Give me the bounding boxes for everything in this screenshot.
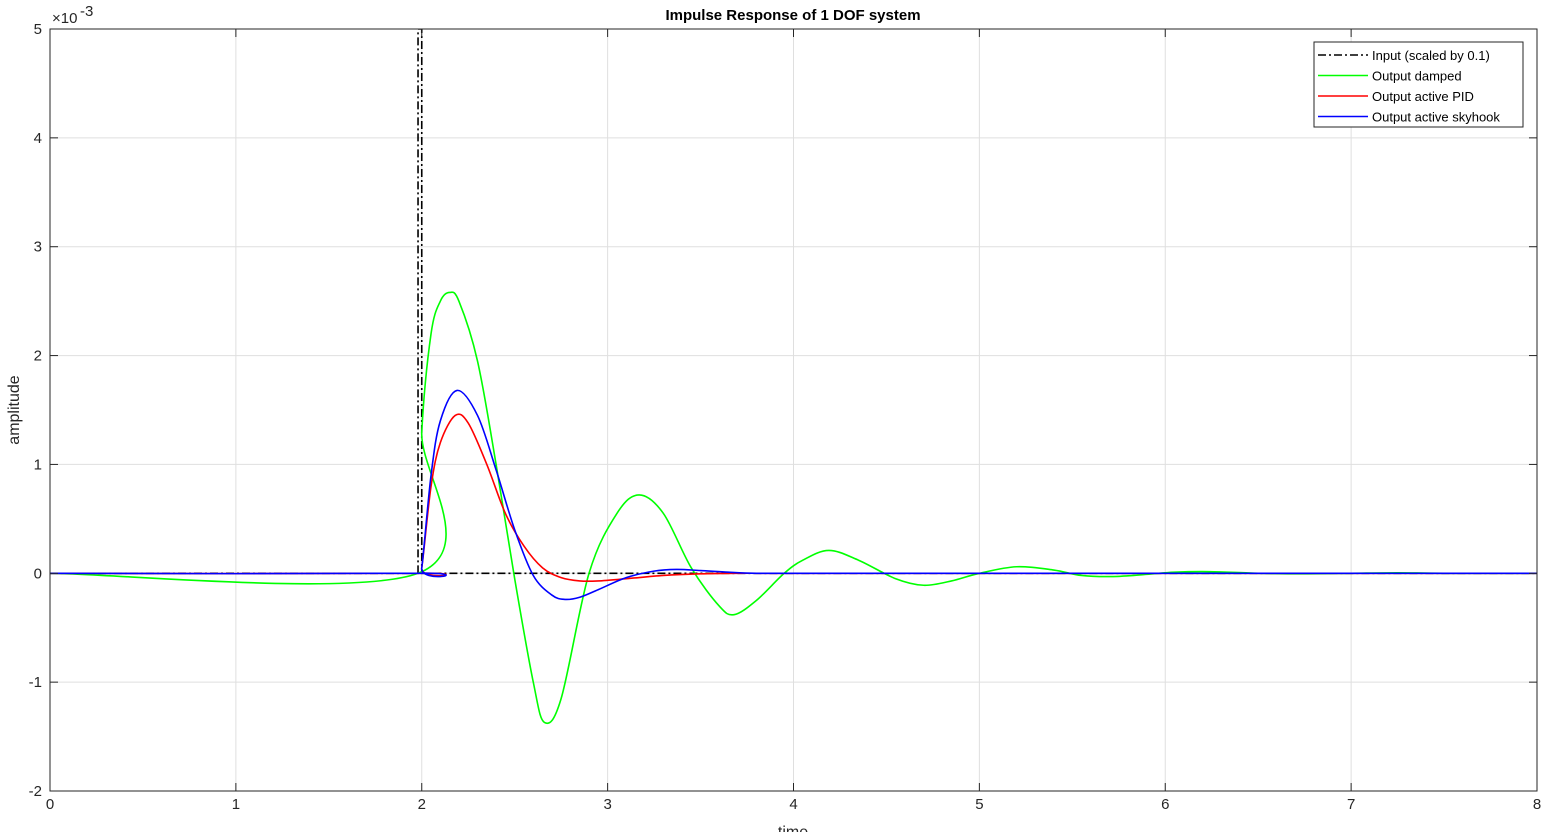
y-exponent-base: ×10	[52, 10, 77, 27]
y-tick-label: -1	[29, 674, 42, 691]
series-line-3	[50, 389, 1537, 601]
x-tick-label: 6	[1161, 796, 1169, 813]
y-tick-label: 3	[34, 239, 42, 256]
x-tick-label: 7	[1347, 796, 1355, 813]
y-axis-label: amplitude	[6, 375, 23, 444]
y-tick-label: -2	[29, 783, 42, 800]
x-tick-label: 8	[1533, 796, 1541, 813]
y-tick-label: 5	[34, 21, 42, 38]
y-tick-label: 4	[34, 130, 42, 147]
legend: Input (scaled by 0.1) Output damped Output…	[1313, 41, 1524, 128]
x-axis-label: time	[778, 824, 808, 832]
x-tick-label: 5	[975, 796, 983, 813]
x-tick-label: 0	[46, 796, 54, 813]
y-tick-label: 0	[34, 565, 42, 582]
y-tick-label: 2	[34, 348, 42, 365]
grid	[50, 29, 1537, 791]
ticks	[49, 28, 1538, 792]
y-exponent-label: ×10 -3	[52, 3, 93, 27]
y-exponent-power: -3	[80, 3, 93, 20]
x-tick-label: 2	[418, 796, 426, 813]
chart-title: Impulse Response of 1 DOF system	[665, 7, 920, 24]
legend-box	[1313, 41, 1524, 128]
tick-labels: 0 1 2 3 4 5 6 7 8 -2 -1 0 1 2 3 4 5	[29, 21, 1542, 813]
x-tick-label: 1	[232, 796, 240, 813]
legend-label: Output active skyhook	[1372, 110, 1500, 125]
legend-label: Input (scaled by 0.1)	[1372, 48, 1490, 63]
legend-label: Output damped	[1372, 69, 1462, 84]
y-tick-label: 1	[34, 456, 42, 473]
x-tick-label: 3	[603, 796, 611, 813]
legend-label: Output active PID	[1372, 89, 1474, 104]
x-tick-label: 4	[789, 796, 797, 813]
series-layer	[50, 29, 1537, 725]
